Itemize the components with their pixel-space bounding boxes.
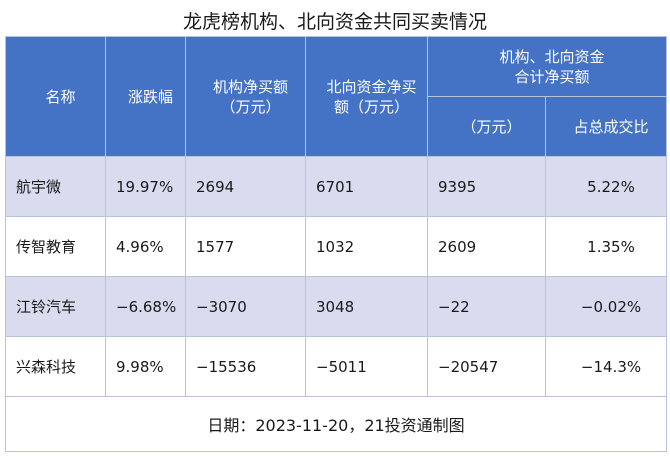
- cell-name: 传智教育: [5, 216, 106, 277]
- cell-north: −5011: [305, 336, 428, 397]
- table-row: 航宇微 19.97% 2694 6701 9395 5.22%: [5, 156, 668, 217]
- cell-change: −6.68%: [105, 276, 186, 337]
- header-name: 名称: [5, 36, 106, 157]
- cell-north: 1032: [305, 216, 428, 277]
- cell-share: 1.35%: [544, 216, 668, 277]
- footer-caption: 日期：2023-11-20，21投资通制图: [4, 396, 668, 452]
- table-row: 江铃汽车 −6.68% −3070 3048 −22 −0.02%: [5, 276, 668, 337]
- data-table: 名称 涨跌幅 机构净买额 （万元） 北向资金净买 额（万元） 机构、北向资金 合…: [4, 36, 668, 452]
- cell-north: 6701: [305, 156, 428, 217]
- cell-inst: −15536: [185, 336, 306, 397]
- header-combined-line1: 机构、北向资金: [499, 47, 605, 66]
- header-north-line2: 额（万元）: [333, 97, 409, 116]
- header-combined: 机构、北向资金 合计净买额: [426, 36, 668, 97]
- table-footer-row: 日期：2023-11-20，21投资通制图: [4, 396, 668, 452]
- cell-inst: −3070: [185, 276, 306, 337]
- header-combined-line2: 合计净买额: [514, 67, 590, 86]
- cell-share: 5.22%: [544, 156, 668, 217]
- header-inst-line2: （万元）: [220, 97, 281, 116]
- table-row: 传智教育 4.96% 1577 1032 2609 1.35%: [5, 216, 668, 277]
- header-share: 占总成交比: [544, 96, 668, 157]
- cell-combined: 2609: [427, 216, 546, 277]
- cell-inst: 2694: [185, 156, 306, 217]
- header-inst-net-buy: 机构净买额 （万元）: [185, 36, 306, 157]
- cell-combined: −20547: [427, 336, 546, 397]
- table-title: 龙虎榜机构、北向资金共同买卖情况: [182, 11, 487, 33]
- cell-inst: 1577: [185, 216, 306, 277]
- header-north-line1: 北向资金净买: [326, 77, 417, 96]
- cell-name: 航宇微: [5, 156, 106, 217]
- cell-change: 9.98%: [105, 336, 186, 397]
- cell-change: 19.97%: [105, 156, 186, 217]
- cell-share: −0.02%: [544, 276, 668, 337]
- cell-name: 江铃汽车: [5, 276, 106, 337]
- header-north-net-buy: 北向资金净买 额（万元）: [305, 36, 428, 157]
- cell-combined: 9395: [427, 156, 546, 217]
- cell-north: 3048: [305, 276, 428, 337]
- cell-name: 兴森科技: [5, 336, 106, 397]
- cell-combined: −22: [427, 276, 546, 337]
- table-row: 兴森科技 9.98% −15536 −5011 −20547 −14.3%: [5, 336, 668, 397]
- cell-change: 4.96%: [105, 216, 186, 277]
- header-inst-line1: 机构净买额: [212, 77, 288, 96]
- cell-share: −14.3%: [544, 336, 668, 397]
- header-combined-unit: （万元）: [427, 96, 546, 157]
- header-change: 涨跌幅: [105, 36, 186, 157]
